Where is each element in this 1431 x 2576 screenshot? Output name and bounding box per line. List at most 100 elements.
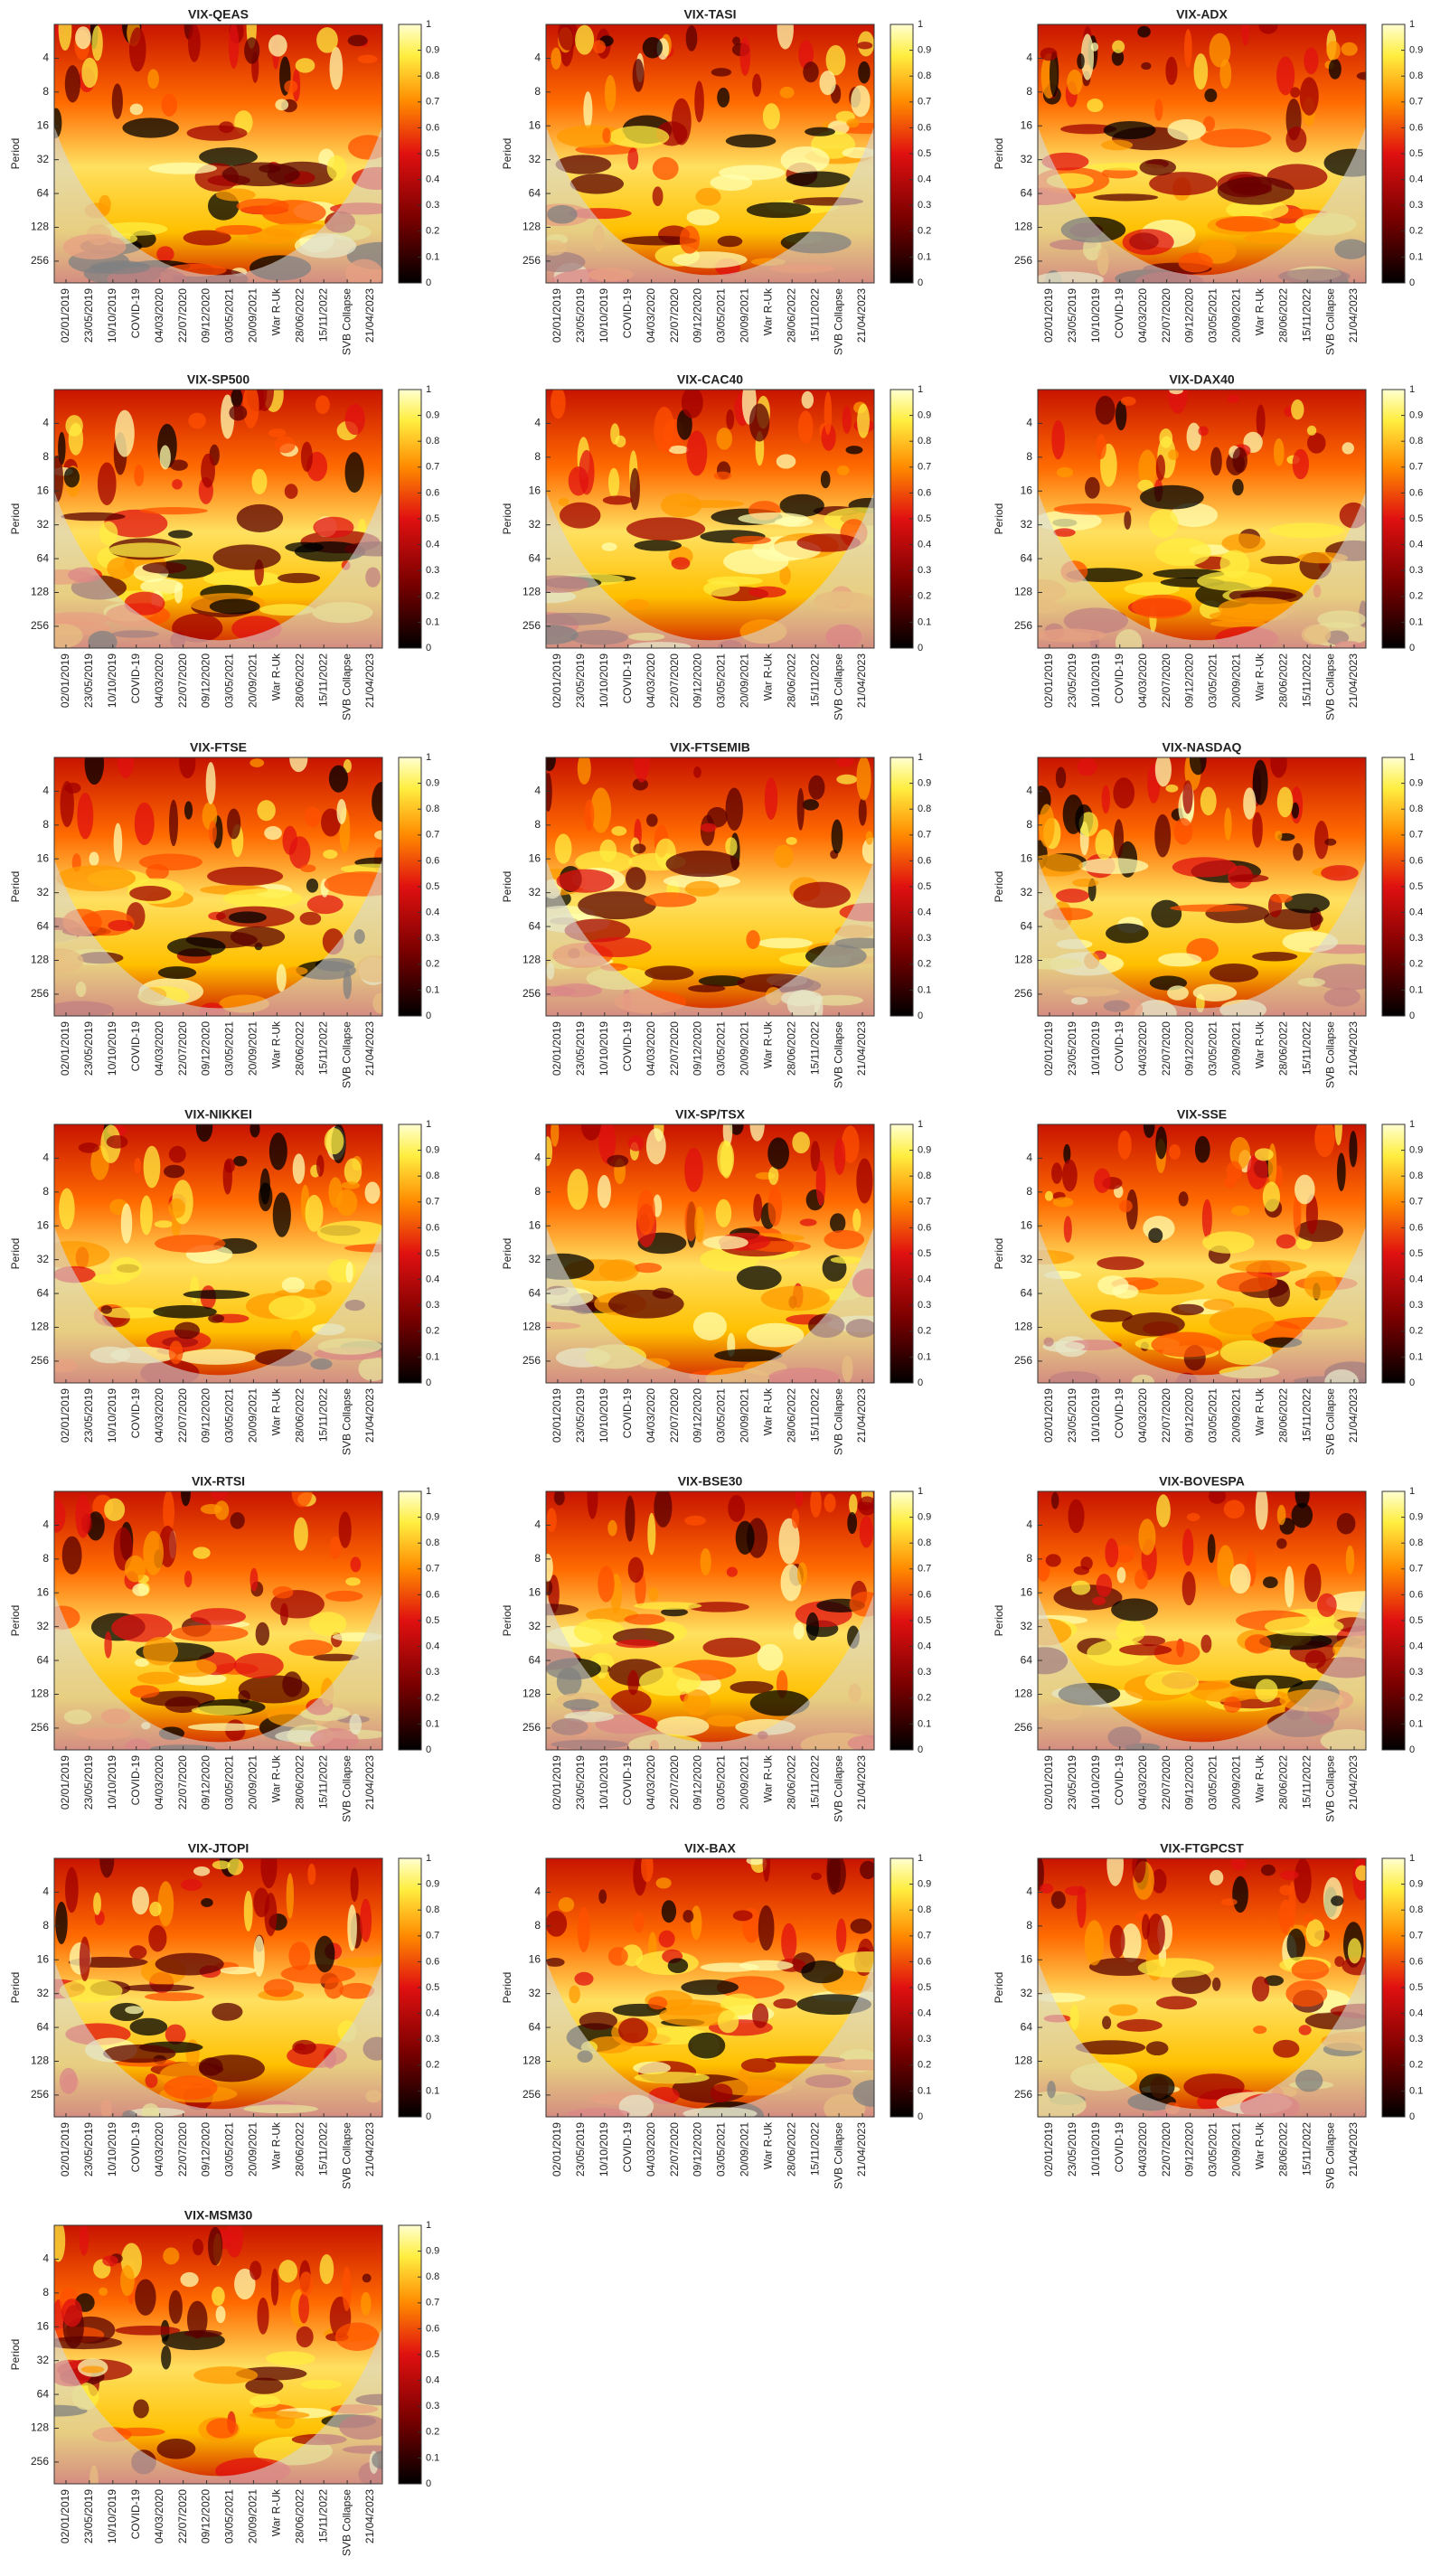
heatmap-blob — [580, 1124, 601, 1141]
heatmap-blob — [634, 1263, 663, 1274]
heatmap-blob — [179, 757, 196, 779]
heatmap-blob — [345, 1262, 353, 1283]
colorbar-tick-label: 0.1 — [426, 1351, 439, 1362]
heatmap-blob — [746, 1322, 805, 1348]
heatmap-blob — [1101, 785, 1110, 814]
heatmap-blob — [153, 1305, 217, 1319]
heatmap-blob — [154, 1220, 174, 1228]
heatmap-blob — [1108, 2004, 1138, 2017]
colorbar-tick-label: 0 — [426, 2478, 431, 2489]
heatmap-blob — [1095, 395, 1116, 425]
heatmap-blob — [1097, 1256, 1144, 1271]
y-tick-label: 32 — [37, 1987, 50, 1999]
colorbar-tick-label: 1 — [918, 752, 923, 763]
y-tick-label: 16 — [529, 851, 541, 864]
y-tick-label: 64 — [1021, 186, 1033, 199]
heatmap-blob — [644, 892, 697, 907]
x-tick-label: SVB Collapse — [832, 2122, 844, 2189]
x-tick-label: SVB Collapse — [340, 2489, 353, 2556]
heatmap-blob — [546, 757, 556, 772]
heatmap-blob — [1279, 1885, 1293, 1895]
heatmap-blob — [97, 462, 117, 505]
y-axis-label: Period — [501, 1238, 513, 1270]
y-tick-label: 32 — [37, 153, 50, 165]
colorbar-tick-label: 0.6 — [426, 487, 439, 498]
y-tick-label: 32 — [37, 1253, 50, 1265]
colorbar-tick-label: 1 — [1409, 384, 1415, 395]
heatmap-blob — [1232, 1876, 1248, 1913]
plot-frame — [1037, 389, 1367, 649]
cone-of-influence — [546, 1858, 874, 2117]
y-tick-label: 4 — [42, 1518, 49, 1531]
heatmap-blob — [249, 2261, 262, 2280]
x-tick-label: 28/06/2022 — [1276, 1755, 1289, 1810]
y-tick-label: 256 — [523, 254, 541, 267]
heatmap-blob — [1116, 2018, 1163, 2032]
plot-frame — [53, 24, 383, 284]
heatmap-blob — [793, 1622, 805, 1640]
heatmap-blob — [128, 27, 146, 72]
heatmap-blob — [698, 975, 746, 987]
heatmap-blob — [546, 1508, 557, 1533]
heatmap-blob — [68, 422, 84, 456]
heatmap-blob — [607, 467, 620, 498]
x-tick-label: SVB Collapse — [1323, 288, 1336, 355]
heatmap-blob — [796, 533, 861, 552]
plot-frame — [545, 1123, 875, 1384]
heatmap-blob — [296, 2326, 314, 2348]
x-tick-label: 10/10/2019 — [106, 288, 118, 343]
cone-of-influence — [1038, 1858, 1366, 2117]
heatmap-blob — [155, 1234, 226, 1253]
heatmap-blob — [684, 1201, 698, 1242]
x-tick-label: War R-Uk — [269, 653, 282, 700]
heatmap-blob — [792, 1132, 810, 1154]
heatmap-blob — [779, 566, 791, 586]
y-tick-label: 8 — [42, 1185, 49, 1198]
heatmap-blob — [236, 503, 284, 532]
y-tick-label: 16 — [37, 1952, 50, 1965]
x-tick-label: 23/05/2019 — [1066, 1388, 1078, 1443]
heatmap-blob — [120, 2265, 135, 2297]
heatmap-blob — [316, 1220, 382, 1246]
cone-of-influence — [54, 1124, 382, 1383]
heatmap-blob — [1155, 455, 1166, 481]
heatmap-blob — [752, 73, 762, 98]
heatmap-blob — [64, 65, 80, 103]
x-tick-label: 23/05/2019 — [574, 1755, 587, 1810]
x-tick-label: 04/03/2020 — [153, 288, 165, 343]
heatmap-blob — [648, 1587, 659, 1602]
heatmap-blob — [1111, 49, 1125, 66]
heatmap-blob — [326, 155, 347, 181]
heatmap-blob — [79, 1936, 90, 1982]
heatmap-blob — [1132, 1858, 1146, 1884]
heatmap-blob — [343, 758, 352, 774]
plot-frame — [53, 1123, 383, 1384]
heatmap-blob — [338, 1511, 352, 1548]
y-tick-label: 256 — [31, 987, 49, 1000]
heatmap-blob — [1063, 1216, 1072, 1243]
colorbar-tick-label: 0.2 — [1409, 959, 1423, 970]
colorbar-tick-label: 1 — [918, 384, 923, 395]
colorbar-tick-label: 0.8 — [426, 2271, 439, 2282]
cone-of-influence — [546, 1491, 874, 1750]
heatmap-blob — [753, 1193, 763, 1222]
heatmap-blob — [786, 171, 851, 188]
heatmap-blob — [702, 1236, 748, 1250]
heatmap-blob — [1156, 1494, 1171, 1528]
heatmap-blob — [357, 54, 378, 64]
x-tick-label: 15/11/2022 — [316, 1021, 329, 1075]
x-tick-label: COVID-19 — [1113, 1755, 1125, 1806]
y-tick-label: 128 — [523, 1688, 541, 1700]
x-tick-label: 10/10/2019 — [598, 653, 610, 708]
heatmap-blob — [1290, 87, 1301, 99]
x-tick-label: COVID-19 — [129, 2489, 142, 2540]
heatmap-blob — [220, 1966, 257, 1975]
heatmap-blob — [339, 1982, 375, 1999]
colorbar-tick-label: 0.6 — [1409, 487, 1423, 498]
x-tick-label: 15/11/2022 — [808, 2122, 821, 2176]
heatmap-blob — [776, 454, 796, 469]
y-axis-label: Period — [501, 138, 513, 170]
colorbar-tick-label: 1 — [1409, 1486, 1415, 1497]
heatmap-blob — [1229, 1259, 1307, 1273]
